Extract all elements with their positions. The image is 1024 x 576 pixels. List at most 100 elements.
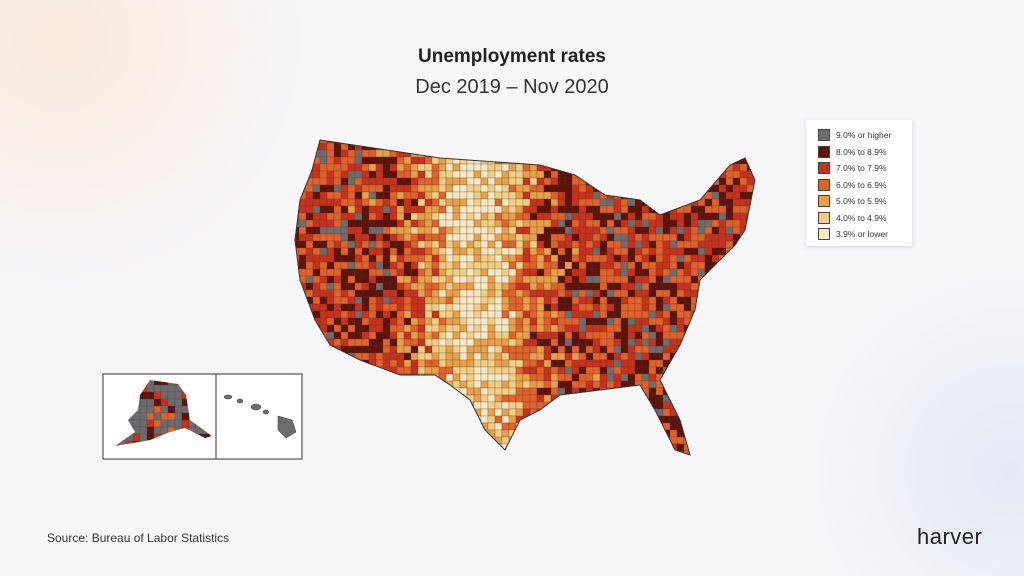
county: [655, 303, 664, 312]
county: [522, 359, 531, 368]
county: [739, 247, 748, 256]
county: [606, 429, 615, 438]
county: [473, 324, 482, 333]
county: [592, 170, 601, 179]
county: [508, 359, 517, 368]
county: [620, 408, 629, 417]
county: [606, 261, 615, 270]
county: [459, 254, 468, 263]
county: [515, 436, 524, 445]
county: [167, 405, 176, 414]
county: [529, 289, 538, 298]
county: [585, 331, 594, 340]
county: [417, 331, 426, 340]
county: [333, 373, 342, 382]
county: [571, 177, 580, 186]
us-outline: [294, 139, 756, 456]
county: [557, 415, 566, 424]
county: [655, 345, 664, 354]
county: [718, 422, 727, 431]
county: [543, 140, 552, 144]
county: [550, 345, 559, 354]
county: [550, 303, 559, 312]
county: [655, 352, 664, 361]
county: [578, 373, 587, 382]
county: [732, 247, 741, 256]
county: [333, 310, 342, 319]
county: [711, 219, 720, 228]
county: [529, 429, 538, 438]
county: [424, 443, 433, 452]
county: [396, 338, 405, 347]
county: [174, 412, 183, 421]
county: [529, 436, 538, 445]
county: [389, 338, 398, 347]
county: [746, 205, 755, 214]
county: [515, 226, 524, 235]
county: [417, 436, 426, 445]
county: [718, 205, 727, 214]
county: [431, 338, 440, 347]
county: [438, 240, 447, 249]
county: [564, 142, 573, 151]
county: [732, 429, 741, 438]
county: [295, 345, 300, 354]
county: [711, 240, 720, 249]
county: [494, 268, 503, 277]
county: [347, 443, 356, 452]
county: [655, 296, 664, 305]
county: [641, 261, 650, 270]
county: [368, 380, 377, 389]
county: [718, 140, 727, 144]
county: [410, 317, 419, 326]
county: [375, 219, 384, 228]
county: [634, 226, 643, 235]
county: [641, 450, 650, 455]
county: [389, 394, 398, 403]
county: [564, 268, 573, 277]
county: [340, 380, 349, 389]
county: [424, 205, 433, 214]
county: [676, 170, 685, 179]
county: [340, 359, 349, 368]
county: [480, 310, 489, 319]
county: [368, 177, 377, 186]
county: [753, 450, 755, 455]
county: [487, 268, 496, 277]
county: [368, 408, 377, 417]
county: [487, 275, 496, 284]
county: [480, 205, 489, 214]
county: [606, 170, 615, 179]
county: [536, 240, 545, 249]
county: [508, 331, 517, 340]
county: [704, 140, 713, 144]
county: [298, 163, 307, 172]
county: [683, 142, 692, 151]
county: [438, 331, 447, 340]
county: [417, 429, 426, 438]
county: [536, 219, 545, 228]
county: [347, 261, 356, 270]
county: [295, 317, 300, 326]
county: [704, 443, 713, 452]
county: [733, 458, 740, 465]
county: [578, 233, 587, 242]
county: [480, 401, 489, 410]
county: [739, 394, 748, 403]
county: [557, 303, 566, 312]
county: [627, 296, 636, 305]
county: [522, 394, 531, 403]
county: [592, 289, 601, 298]
county: [389, 310, 398, 319]
county: [711, 450, 720, 455]
county: [732, 205, 741, 214]
county: [746, 338, 755, 347]
county: [690, 177, 699, 186]
county: [522, 226, 531, 235]
county: [578, 429, 587, 438]
county: [368, 345, 377, 354]
county: [417, 422, 426, 431]
county: [662, 303, 671, 312]
county: [480, 254, 489, 263]
county: [711, 205, 720, 214]
